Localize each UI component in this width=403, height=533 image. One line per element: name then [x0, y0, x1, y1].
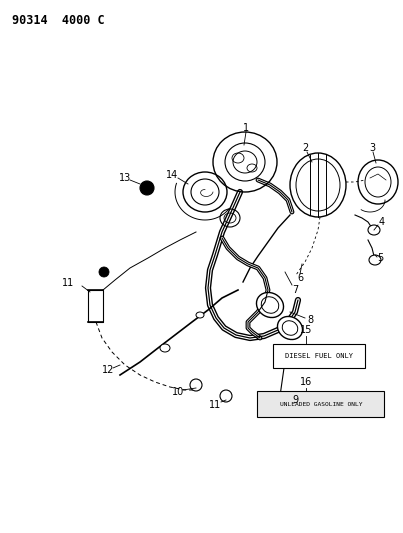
- Text: 11: 11: [209, 400, 221, 410]
- Text: 2: 2: [302, 143, 308, 153]
- Text: 6: 6: [297, 273, 303, 283]
- Ellipse shape: [140, 181, 154, 195]
- Text: 10: 10: [172, 387, 184, 397]
- Ellipse shape: [368, 225, 380, 235]
- Ellipse shape: [274, 395, 284, 405]
- Text: 5: 5: [377, 253, 383, 263]
- Text: 9: 9: [292, 395, 298, 405]
- Ellipse shape: [256, 293, 284, 318]
- Text: 15: 15: [300, 325, 312, 335]
- Text: 16: 16: [300, 377, 312, 387]
- Text: 7: 7: [292, 285, 298, 295]
- Ellipse shape: [99, 267, 109, 277]
- Ellipse shape: [196, 312, 204, 318]
- Text: 3: 3: [369, 143, 375, 153]
- Text: 1: 1: [243, 123, 249, 133]
- Ellipse shape: [369, 255, 381, 265]
- FancyBboxPatch shape: [273, 344, 365, 368]
- Text: UNLEADED GASOLINE ONLY: UNLEADED GASOLINE ONLY: [280, 401, 362, 407]
- Ellipse shape: [220, 390, 232, 402]
- Ellipse shape: [160, 344, 170, 352]
- Ellipse shape: [190, 379, 202, 391]
- Text: 12: 12: [102, 365, 114, 375]
- FancyBboxPatch shape: [257, 391, 384, 417]
- Text: 4: 4: [379, 217, 385, 227]
- Text: 14: 14: [166, 170, 178, 180]
- Text: 13: 13: [119, 173, 131, 183]
- Text: 90314  4000 C: 90314 4000 C: [12, 14, 105, 27]
- FancyBboxPatch shape: [88, 290, 103, 322]
- Ellipse shape: [278, 317, 303, 340]
- Text: DIESEL FUEL ONLY: DIESEL FUEL ONLY: [285, 353, 353, 359]
- Text: 11: 11: [62, 278, 74, 288]
- Text: 8: 8: [307, 315, 313, 325]
